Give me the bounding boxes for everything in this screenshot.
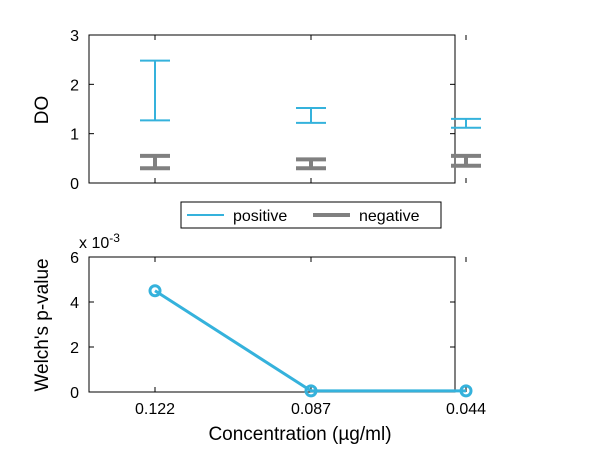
top-y-tick-label: 0 (70, 176, 79, 193)
negative-errorbar (451, 153, 481, 168)
top-y-tick-label: 1 (70, 127, 79, 144)
legend-negative-label: negative (359, 208, 420, 225)
legend: positive negative (180, 201, 442, 229)
p-value-point (459, 384, 473, 398)
p-value-line (154, 289, 466, 393)
top-y-axis: 0 1 2 3 (70, 28, 455, 193)
bottom-y-tick-label: 6 (70, 250, 79, 267)
bottom-y-tick-label: 4 (70, 295, 79, 312)
positive-errorbar (451, 117, 481, 129)
positive-errorbar (296, 107, 326, 124)
top-y-tick-label: 3 (70, 28, 79, 45)
top-plot-area (88, 34, 456, 184)
negative-errorbar (296, 157, 326, 171)
exponent-base: x 10-3 (79, 231, 120, 252)
top-y-tick-label: 2 (70, 77, 79, 94)
x-axis-label: Concentration (µg/ml) (208, 424, 391, 445)
bottom-y-tick-label: 0 (70, 385, 79, 402)
x-tick-label: 0.044 (446, 401, 486, 418)
positive-errorbar (140, 59, 170, 122)
top-errorbars (140, 59, 481, 171)
bottom-line-series (148, 284, 473, 398)
legend-positive-label: positive (233, 208, 287, 225)
bottom-y-axis: 0 2 4 6 (70, 250, 455, 402)
bottom-y-tick-label: 2 (70, 340, 79, 357)
bottom-y-axis-label: Welch's p-value (32, 258, 53, 391)
p-value-point (304, 384, 318, 398)
top-y-axis-label: DO (32, 96, 53, 125)
bottom-plot-area (88, 256, 456, 393)
negative-errorbar (140, 153, 170, 171)
bottom-x-axis: 0.122 0.087 0.044 (135, 257, 486, 418)
x-tick-label: 0.087 (291, 401, 331, 418)
top-x-axis (154, 35, 467, 183)
legend-box (180, 201, 442, 229)
x-tick-label: 0.122 (135, 401, 175, 418)
p-value-point (148, 284, 162, 298)
